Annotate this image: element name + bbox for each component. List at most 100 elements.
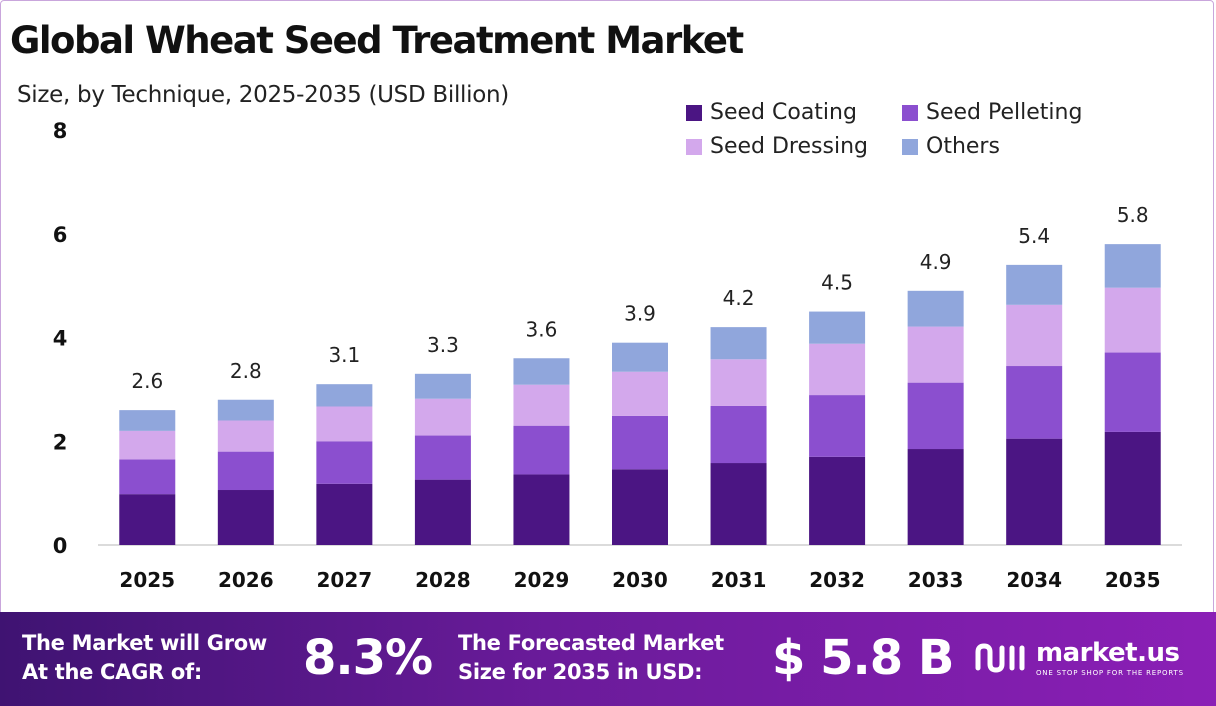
legend-item-others: Others xyxy=(902,136,1000,158)
legend-swatch-others xyxy=(902,139,918,155)
total-label-2034: 5.4 xyxy=(1018,224,1050,248)
x-tick-label-2026: 2026 xyxy=(218,568,274,592)
bar-seed-dressing-2029 xyxy=(513,384,570,426)
forecast-caption-line1: The Forecasted Market xyxy=(458,631,724,655)
bar-seed-dressing-2025 xyxy=(119,430,176,460)
total-label-2035: 5.8 xyxy=(1117,203,1149,227)
bar-seed-dressing-2030 xyxy=(612,371,668,416)
forecast-value: $ 5.8 B xyxy=(772,630,954,686)
bar-seed-dressing-2034 xyxy=(1006,304,1063,367)
bar-seed-pelleting-2032 xyxy=(809,395,866,457)
bar-seed-coating-2030 xyxy=(612,469,668,545)
bar-others-2030 xyxy=(612,342,668,372)
bar-seed-coating-2029 xyxy=(513,474,570,545)
bar-seed-pelleting-2033 xyxy=(907,382,964,450)
bar-seed-coating-2035 xyxy=(1104,431,1161,545)
bar-seed-pelleting-2027 xyxy=(316,441,373,484)
total-label-2030: 3.9 xyxy=(624,302,656,326)
market-us-logo-icon xyxy=(975,643,1025,673)
brand-tagline: ONE STOP SHOP FOR THE REPORTS xyxy=(1036,668,1184,677)
x-tick-label-2030: 2030 xyxy=(612,568,668,592)
x-tick-label-2032: 2032 xyxy=(809,568,865,592)
bar-seed-pelleting-2025 xyxy=(119,459,176,495)
y-tick-label-0: 0 xyxy=(53,534,68,558)
bar-seed-coating-2034 xyxy=(1006,438,1063,545)
legend-label-others: Others xyxy=(926,134,1000,159)
bar-seed-pelleting-2029 xyxy=(513,425,570,475)
legend-item-seed-pelleting: Seed Pelleting xyxy=(902,102,1082,124)
total-label-2032: 4.5 xyxy=(821,271,853,295)
bar-seed-pelleting-2026 xyxy=(217,451,274,491)
bar-seed-pelleting-2028 xyxy=(414,435,471,480)
total-label-2029: 3.6 xyxy=(526,317,558,341)
chart-legend: Seed Coating Seed Pelleting Seed Dressin… xyxy=(686,100,1126,170)
chart-subtitle: Size, by Technique, 2025-2035 (USD Billi… xyxy=(17,82,509,108)
bar-seed-dressing-2031 xyxy=(710,359,767,406)
legend-swatch-seed-dressing xyxy=(686,139,702,155)
x-tick-label-2025: 2025 xyxy=(119,568,175,592)
x-tick-label-2028: 2028 xyxy=(415,568,471,592)
bar-others-2032 xyxy=(809,311,866,344)
bar-seed-pelleting-2031 xyxy=(710,405,767,464)
bar-seed-dressing-2028 xyxy=(414,398,471,436)
forecast-caption: The Forecasted Market Size for 2035 in U… xyxy=(458,629,724,687)
total-label-2033: 4.9 xyxy=(920,250,952,274)
x-tick-label-2031: 2031 xyxy=(711,568,767,592)
bar-seed-dressing-2026 xyxy=(217,420,274,452)
legend-label-seed-dressing: Seed Dressing xyxy=(710,134,868,159)
bar-others-2035 xyxy=(1104,244,1161,288)
brand-name: market.us xyxy=(1036,637,1180,668)
x-tick-label-2033: 2033 xyxy=(908,568,964,592)
total-label-2031: 4.2 xyxy=(723,286,755,310)
total-label-2025: 2.6 xyxy=(131,369,163,393)
bar-seed-pelleting-2030 xyxy=(612,415,668,470)
x-tick-label-2035: 2035 xyxy=(1105,568,1161,592)
bar-others-2027 xyxy=(316,384,373,407)
legend-item-seed-coating: Seed Coating xyxy=(686,102,857,124)
bar-others-2034 xyxy=(1006,264,1063,305)
x-tick-label-2029: 2029 xyxy=(514,568,570,592)
bar-seed-dressing-2033 xyxy=(907,326,964,383)
bar-seed-dressing-2035 xyxy=(1104,287,1161,353)
total-label-2027: 3.1 xyxy=(328,343,360,367)
total-label-2028: 3.3 xyxy=(427,333,459,357)
bar-seed-coating-2032 xyxy=(809,456,866,545)
y-tick-label-8: 8 xyxy=(53,119,68,143)
legend-label-seed-coating: Seed Coating xyxy=(710,100,857,125)
cagr-caption-line2: At the CAGR of: xyxy=(22,660,202,684)
legend-label-seed-pelleting: Seed Pelleting xyxy=(926,100,1083,125)
total-label-2026: 2.8 xyxy=(230,359,262,383)
legend-item-seed-dressing: Seed Dressing xyxy=(686,136,868,158)
bar-seed-coating-2033 xyxy=(907,449,964,545)
cagr-caption-line1: The Market will Grow xyxy=(22,631,267,655)
bar-others-2028 xyxy=(414,373,471,399)
legend-swatch-seed-coating xyxy=(686,105,702,121)
bar-seed-coating-2027 xyxy=(316,483,373,545)
bar-others-2029 xyxy=(513,358,570,385)
y-tick-label-4: 4 xyxy=(53,327,68,351)
y-tick-label-2: 2 xyxy=(53,430,68,454)
brand-logo: market.us ONE STOP SHOP FOR THE REPORTS xyxy=(972,638,1184,678)
bar-seed-pelleting-2034 xyxy=(1006,366,1063,439)
x-tick-label-2034: 2034 xyxy=(1006,568,1062,592)
bar-others-2025 xyxy=(119,410,176,431)
bar-seed-coating-2028 xyxy=(414,479,471,545)
y-tick-label-6: 6 xyxy=(53,223,68,247)
cagr-caption: The Market will Grow At the CAGR of: xyxy=(22,629,267,687)
bar-others-2033 xyxy=(907,290,964,327)
stacked-bar-chart: 0 2 4 6 8 2.6 2025 2.8 2026 3.1 2027 3.3 2028 3.6 2029… xyxy=(53,119,1182,592)
x-tick-label-2027: 2027 xyxy=(317,568,373,592)
bar-seed-pelleting-2035 xyxy=(1104,352,1161,432)
cagr-value: 8.3% xyxy=(303,630,433,686)
bar-seed-coating-2031 xyxy=(710,463,767,545)
forecast-caption-line2: Size for 2035 in USD: xyxy=(458,660,703,684)
bar-others-2026 xyxy=(217,399,274,421)
bar-seed-coating-2025 xyxy=(119,494,176,545)
bar-seed-dressing-2032 xyxy=(809,343,866,396)
bar-others-2031 xyxy=(710,327,767,360)
footer-banner: The Market will Grow At the CAGR of: 8.3… xyxy=(0,612,1216,706)
bar-seed-dressing-2027 xyxy=(316,406,373,442)
bar-seed-coating-2026 xyxy=(217,490,274,545)
legend-swatch-seed-pelleting xyxy=(902,105,918,121)
chart-title: Global Wheat Seed Treatment Market xyxy=(10,19,744,62)
